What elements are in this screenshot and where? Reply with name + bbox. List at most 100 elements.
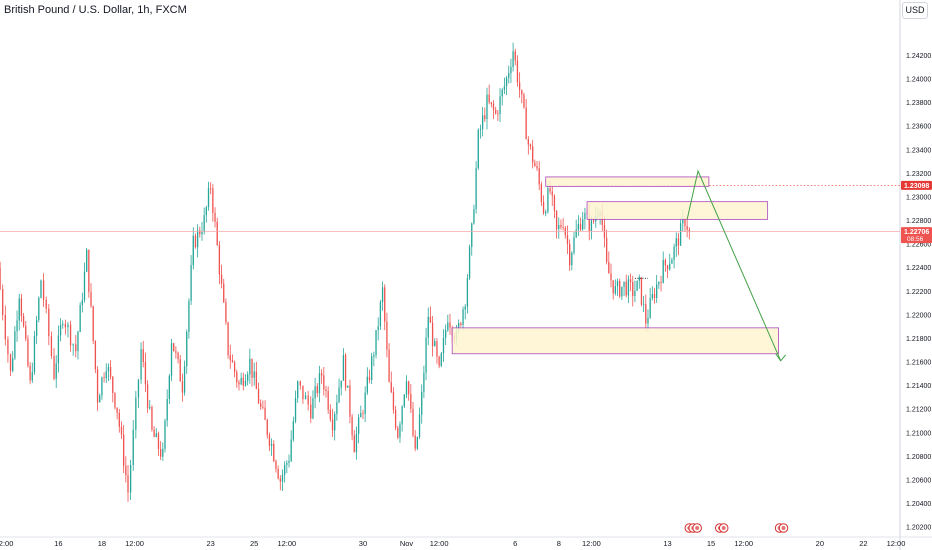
candle-body bbox=[475, 167, 477, 210]
candle-body bbox=[412, 408, 414, 436]
candle-body bbox=[616, 281, 619, 287]
candle-body bbox=[686, 226, 688, 230]
candle-body bbox=[183, 366, 186, 393]
candle-body bbox=[344, 355, 347, 388]
candle-body bbox=[364, 392, 366, 414]
candle-body bbox=[351, 416, 353, 436]
x-tick-label: 12:00 bbox=[734, 539, 753, 548]
candle-body bbox=[57, 335, 60, 364]
x-tick-label: 12:00 bbox=[125, 539, 144, 548]
candle-body bbox=[677, 238, 680, 246]
currency-button[interactable]: USD bbox=[902, 2, 928, 19]
y-tick-label: 1.24200 bbox=[906, 53, 931, 60]
candle-body bbox=[94, 340, 97, 370]
candle-body bbox=[233, 362, 236, 373]
y-tick-label: 1.23400 bbox=[906, 147, 931, 154]
candle-body bbox=[257, 389, 260, 404]
candle-body bbox=[327, 390, 329, 410]
candle-body bbox=[592, 220, 595, 222]
candle-body bbox=[59, 324, 62, 336]
candle-body bbox=[292, 421, 295, 440]
candle-body bbox=[542, 201, 545, 214]
candle-body bbox=[188, 300, 190, 332]
candle-body bbox=[540, 184, 543, 202]
candle-body bbox=[275, 461, 277, 469]
candle-body bbox=[510, 66, 512, 74]
candle-body bbox=[225, 302, 227, 323]
candle-body bbox=[640, 277, 643, 305]
candle-body bbox=[170, 343, 173, 376]
candle-body bbox=[142, 349, 144, 363]
x-tick-label: 18 bbox=[98, 539, 106, 548]
candle-body bbox=[425, 337, 427, 373]
candle-body bbox=[201, 231, 203, 235]
candle-body bbox=[173, 343, 175, 352]
x-tick-label: 13 bbox=[663, 539, 671, 548]
candle-body bbox=[22, 316, 25, 326]
candle-body bbox=[125, 465, 127, 476]
candle-body bbox=[538, 168, 540, 185]
candle-body bbox=[247, 374, 249, 381]
candle-body bbox=[179, 359, 181, 382]
candle-body bbox=[266, 419, 268, 436]
candle-body bbox=[0, 267, 1, 290]
candle-body bbox=[588, 213, 590, 231]
candle-body bbox=[155, 433, 157, 437]
candle-body bbox=[304, 395, 307, 400]
candle-body bbox=[62, 323, 64, 325]
zone-middle-resistance bbox=[586, 201, 769, 220]
candle-body bbox=[116, 407, 118, 413]
candle-body bbox=[67, 324, 69, 328]
candle-body bbox=[629, 279, 632, 283]
candle-body bbox=[416, 437, 419, 449]
candle-body bbox=[27, 338, 29, 366]
candle-body bbox=[194, 235, 197, 248]
candle-body bbox=[214, 212, 216, 222]
candle-body bbox=[662, 260, 664, 283]
candle-body bbox=[462, 309, 464, 325]
candle-body bbox=[673, 246, 675, 260]
x-tick-label: 6 bbox=[513, 539, 517, 548]
candle-body bbox=[577, 224, 580, 230]
candle-body bbox=[545, 211, 547, 214]
candle-body bbox=[90, 292, 92, 307]
candle-body bbox=[408, 381, 410, 395]
candle-body bbox=[634, 290, 636, 296]
candle-body bbox=[149, 407, 151, 409]
candle-body bbox=[268, 435, 271, 446]
candle-body bbox=[132, 429, 134, 466]
zone-demand-support bbox=[451, 327, 779, 355]
candle-body bbox=[81, 300, 83, 306]
x-tick-label: 23 bbox=[207, 539, 215, 548]
candle-body bbox=[427, 316, 429, 338]
candle-body bbox=[484, 115, 486, 120]
candle-body bbox=[75, 344, 77, 352]
candle-body bbox=[366, 376, 368, 393]
candle-body bbox=[379, 302, 382, 327]
candle-body bbox=[429, 316, 432, 323]
candle-body bbox=[159, 449, 162, 457]
candle-body bbox=[447, 322, 449, 331]
candle-body bbox=[251, 358, 253, 378]
candle-body bbox=[168, 375, 171, 399]
candle-body bbox=[240, 377, 242, 385]
candle-body bbox=[688, 229, 690, 232]
candle-body bbox=[438, 356, 440, 366]
candle-body bbox=[92, 306, 94, 341]
candle-body bbox=[381, 287, 384, 303]
y-tick-label: 1.23200 bbox=[906, 171, 931, 178]
candle-body bbox=[610, 273, 612, 281]
x-tick-label: 20 bbox=[816, 539, 824, 548]
candle-body bbox=[9, 354, 12, 371]
candle-body bbox=[521, 89, 523, 95]
marked-level-label-bg bbox=[901, 180, 932, 190]
candle-body bbox=[177, 352, 179, 360]
candle-body bbox=[460, 323, 462, 325]
candle-body bbox=[508, 73, 510, 78]
candle-body bbox=[394, 409, 397, 428]
candle-body bbox=[664, 260, 667, 266]
candle-body bbox=[573, 237, 575, 253]
candle-body bbox=[18, 298, 20, 321]
